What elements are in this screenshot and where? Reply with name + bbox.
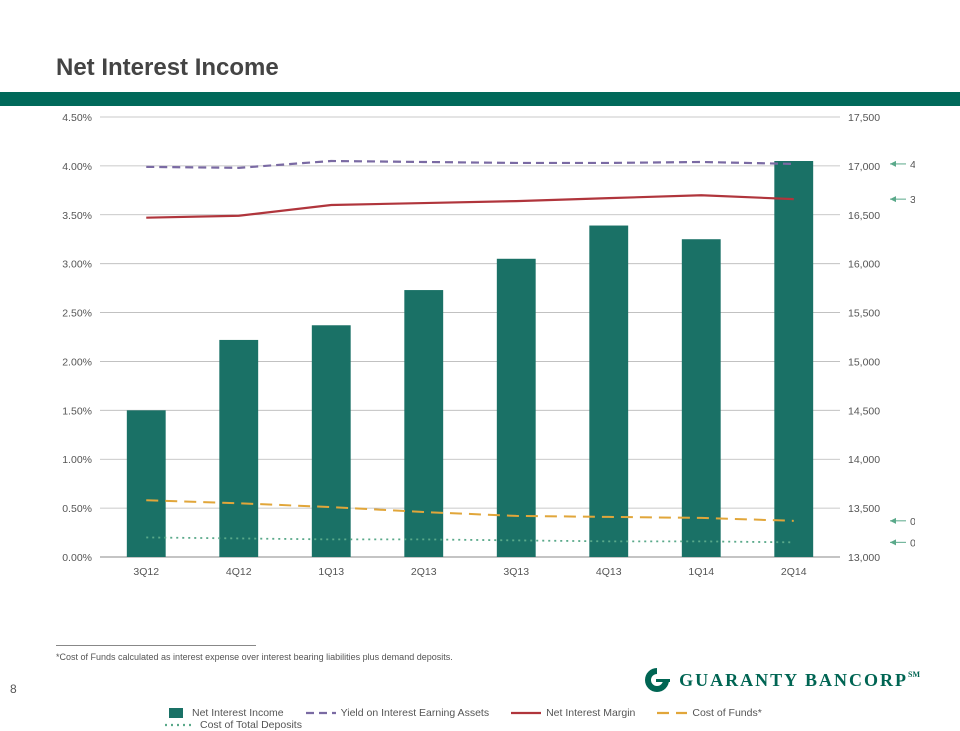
- brand-logo: GUARANTY BANCORPSM: [643, 666, 920, 694]
- svg-text:4.50%: 4.50%: [62, 112, 92, 124]
- legend-item: Net Interest Margin: [511, 707, 635, 719]
- chart-canvas: 0.00% 0.50% 1.00% 1.50% 2.00% 2.50% 3.00% 3.50%…: [45, 112, 915, 587]
- svg-text:1Q13: 1Q13: [318, 566, 344, 578]
- page-number: 8: [10, 682, 17, 696]
- svg-text:17,000: 17,000: [848, 161, 880, 173]
- svg-text:15,500: 15,500: [848, 308, 880, 320]
- brand-text: GUARANTY BANCORPSM: [679, 670, 920, 691]
- legend-item: Net Interest Income: [165, 707, 284, 719]
- svg-text:0.00%: 0.00%: [62, 552, 92, 564]
- legend-item: Cost of Total Deposits: [165, 719, 302, 731]
- svg-text:3Q12: 3Q12: [133, 566, 159, 578]
- svg-text:2.00%: 2.00%: [62, 356, 92, 368]
- svg-text:4Q12: 4Q12: [226, 566, 252, 578]
- page-title: Net Interest Income: [56, 54, 279, 82]
- svg-text:4.02%: 4.02%: [910, 159, 915, 171]
- legend-item: Yield on Interest Earning Assets: [306, 707, 489, 719]
- svg-text:1Q14: 1Q14: [688, 566, 714, 578]
- svg-text:3.00%: 3.00%: [62, 259, 92, 271]
- svg-text:0.15%: 0.15%: [910, 537, 915, 549]
- svg-text:3.66%: 3.66%: [910, 194, 915, 206]
- svg-text:3Q13: 3Q13: [503, 566, 529, 578]
- svg-text:4.00%: 4.00%: [62, 161, 92, 173]
- svg-text:0.37%: 0.37%: [910, 516, 915, 528]
- slide: Net Interest Income 0.00% 0.50% 1.00% 1.50%…: [0, 0, 960, 720]
- svg-text:1.50%: 1.50%: [62, 405, 92, 417]
- svg-text:14,000: 14,000: [848, 454, 880, 466]
- svg-text:2Q13: 2Q13: [411, 566, 437, 578]
- svg-text:13,500: 13,500: [848, 503, 880, 515]
- svg-text:2Q14: 2Q14: [781, 566, 807, 578]
- svg-text:16,000: 16,000: [848, 259, 880, 271]
- brand-mark-icon: [643, 666, 671, 694]
- divider-band: [0, 92, 960, 106]
- brand-name: GUARANTY BANCORP: [679, 670, 908, 690]
- footnote-text: *Cost of Funds calculated as interest ex…: [56, 652, 453, 662]
- svg-text:14,500: 14,500: [848, 405, 880, 417]
- svg-text:1.00%: 1.00%: [62, 454, 92, 466]
- svg-text:2.50%: 2.50%: [62, 308, 92, 320]
- svg-text:4Q13: 4Q13: [596, 566, 622, 578]
- chart-legend: Net Interest Income Yield on Interest Ea…: [165, 707, 905, 731]
- combo-chart: 0.00% 0.50% 1.00% 1.50% 2.00% 2.50% 3.00% 3.50%…: [45, 112, 915, 602]
- svg-text:0.50%: 0.50%: [62, 503, 92, 515]
- brand-sm: SM: [908, 670, 920, 679]
- svg-text:16,500: 16,500: [848, 210, 880, 222]
- svg-text:13,000: 13,000: [848, 552, 880, 564]
- svg-text:17,500: 17,500: [848, 112, 880, 124]
- svg-text:15,000: 15,000: [848, 356, 880, 368]
- svg-text:3.50%: 3.50%: [62, 210, 92, 222]
- legend-item: Cost of Funds*: [657, 707, 761, 719]
- footnote-divider: [56, 645, 256, 646]
